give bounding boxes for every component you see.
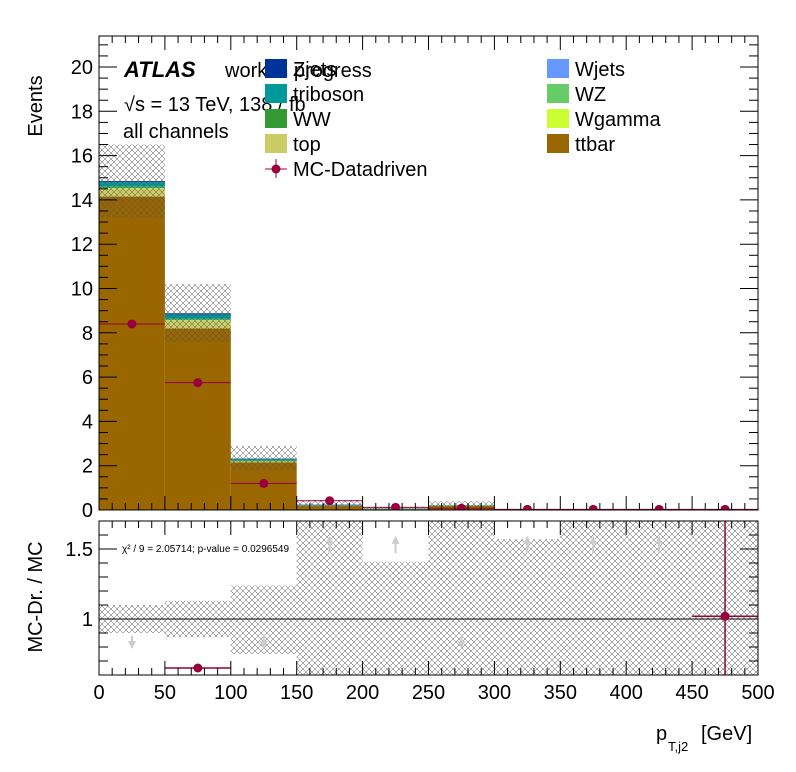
y-axis-title: Events bbox=[25, 75, 47, 136]
ratio-band-5 bbox=[428, 521, 495, 675]
ratio-y-axis-title: MC-Dr. / MC bbox=[25, 541, 47, 652]
data-point-4 bbox=[391, 502, 401, 510]
atlas-label: ATLAS bbox=[123, 57, 196, 82]
data-point-8 bbox=[654, 504, 664, 510]
main-axes: 0 2 4 6 8 10 12 14 16 18 20 bbox=[71, 36, 759, 522]
data-point-2 bbox=[259, 478, 269, 488]
uncertainty-band-0 bbox=[99, 144, 165, 218]
ratio-arrow-up-6 bbox=[589, 535, 598, 544]
y-tick-label-0: 0 bbox=[82, 500, 93, 522]
legend-label-WZ: WZ bbox=[575, 84, 606, 106]
x-tick-label-8: 400 bbox=[610, 682, 643, 704]
y-tick-label-7: 14 bbox=[71, 190, 93, 212]
ratio-arrow-up-7 bbox=[655, 535, 664, 544]
ratio-point-75 bbox=[193, 663, 203, 673]
ratio-arrow-up-3 bbox=[391, 535, 400, 544]
x-tick-label-10: 500 bbox=[741, 682, 774, 704]
ratio-band-6 bbox=[494, 539, 561, 675]
chi2-text: χ² / 9 = 2.05714; p-value = 0.0296549 bbox=[122, 544, 289, 555]
legend-label-ttbar: ttbar bbox=[575, 134, 615, 156]
y-tick-label-8: 16 bbox=[71, 146, 93, 168]
legend-swatch-top bbox=[265, 134, 287, 153]
stack-area bbox=[99, 144, 758, 510]
ratio-arrow-down-4 bbox=[457, 641, 466, 649]
bar-ttbar-1 bbox=[164, 328, 231, 510]
legend-swatch-WW bbox=[265, 109, 287, 128]
data-point-6 bbox=[522, 504, 532, 510]
x-tick-label-5: 250 bbox=[412, 682, 445, 704]
ratio-arrow-up-5 bbox=[523, 535, 532, 544]
legend-label-Wjets: Wjets bbox=[575, 59, 625, 81]
ratio-y-tick-label-0: 1 bbox=[82, 609, 93, 631]
x-tick-label-2: 100 bbox=[214, 682, 247, 704]
channel-label: all channels bbox=[123, 121, 229, 143]
x-tick-label-0: 0 bbox=[93, 682, 104, 704]
legend-marker-MC-Datadriven bbox=[271, 164, 281, 174]
ratio-arrow-down-0 bbox=[127, 641, 136, 649]
x-axis-title-subscript: T,j2 bbox=[668, 739, 688, 754]
y-tick-label-1: 2 bbox=[82, 456, 93, 478]
legend-swatch-ttbar bbox=[547, 134, 569, 153]
y-tick-label-9: 18 bbox=[71, 101, 93, 123]
x-tick-label-4: 200 bbox=[346, 682, 379, 704]
x-tick-label-3: 150 bbox=[280, 682, 313, 704]
y-tick-label-3: 6 bbox=[82, 367, 93, 389]
x-tick-label-6: 300 bbox=[478, 682, 511, 704]
ratio-band-4 bbox=[362, 561, 429, 675]
ratio-axes: 1 1.5 0 50 100 150 200 250 300 350 400 450 500 bbox=[65, 521, 775, 704]
legend-swatch-Zjets bbox=[265, 59, 287, 78]
y-tick-label-4: 8 bbox=[82, 323, 93, 345]
x-axis-title-unit: [GeV] bbox=[701, 723, 752, 745]
uncertainty-band-1 bbox=[164, 284, 231, 342]
ratio-arrow-down-1 bbox=[259, 641, 268, 649]
legend-swatch-WZ bbox=[547, 84, 569, 103]
data-point-0 bbox=[127, 319, 137, 329]
legend-label-Zjets: Zjets bbox=[293, 59, 336, 81]
data-point-3 bbox=[325, 496, 335, 506]
legend-swatch-triboson bbox=[265, 84, 287, 103]
uncertainty-band-2 bbox=[230, 445, 297, 471]
x-tick-label-1: 50 bbox=[154, 682, 176, 704]
legend-label-Wgamma: Wgamma bbox=[575, 109, 661, 131]
ratio-y-tick-label-1: 1.5 bbox=[65, 539, 93, 561]
data-points bbox=[99, 319, 758, 510]
data-point-9 bbox=[720, 504, 730, 510]
data-point-5 bbox=[456, 503, 466, 510]
y-tick-label-2: 4 bbox=[82, 411, 93, 433]
legend: Zjets triboson WW top MC-Datadriven Wjets WZ Wg… bbox=[265, 59, 661, 181]
y-tick-label-10: 20 bbox=[71, 57, 93, 79]
ratio-arrow-up-2 bbox=[325, 535, 334, 544]
x-tick-label-9: 450 bbox=[675, 682, 708, 704]
ratio-area bbox=[99, 521, 758, 675]
bar-ttbar-3 bbox=[296, 506, 363, 510]
atlas-status: work in progress bbox=[224, 60, 372, 82]
x-axis-title: p bbox=[656, 723, 667, 745]
data-point-1 bbox=[193, 378, 203, 388]
legend-swatch-Wgamma bbox=[547, 109, 569, 128]
bar-ttbar-0 bbox=[99, 196, 165, 510]
legend-label-top: top bbox=[293, 134, 321, 156]
ratio-point-0 bbox=[720, 611, 730, 621]
energy-label: √s = 13 TeV, 138 / fb bbox=[124, 94, 306, 116]
legend-label-MC-Datadriven: MC-Datadriven bbox=[293, 159, 427, 181]
y-tick-label-6: 12 bbox=[71, 234, 93, 256]
legend-label-triboson: triboson bbox=[293, 84, 364, 106]
legend-label-WW: WW bbox=[293, 109, 331, 131]
legend-swatch-Wjets bbox=[547, 59, 569, 78]
y-tick-label-5: 10 bbox=[71, 279, 93, 301]
data-point-7 bbox=[588, 504, 598, 510]
x-tick-label-7: 350 bbox=[544, 682, 577, 704]
